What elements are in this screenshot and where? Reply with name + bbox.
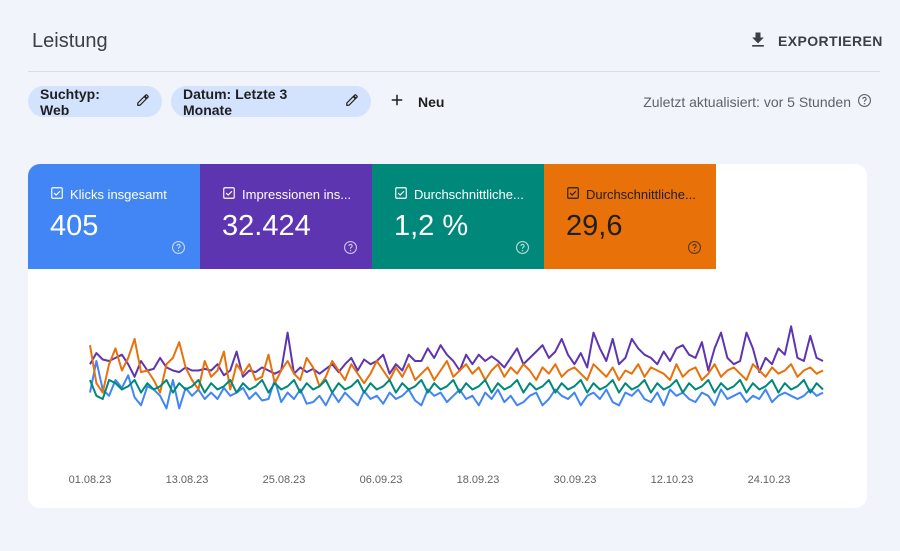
metric-value: 32.424 bbox=[222, 210, 311, 242]
metric-label-row: Durchschnittliche... bbox=[566, 186, 696, 203]
metric-tile-ctr[interactable]: Durchschnittliche... 1,2 % bbox=[372, 164, 544, 269]
x-tick-label: 24.10.23 bbox=[748, 474, 791, 486]
checkbox-checked-icon[interactable] bbox=[50, 186, 64, 203]
metric-label-row: Impressionen ins... bbox=[222, 186, 351, 203]
checkbox-checked-icon[interactable] bbox=[222, 186, 236, 203]
page-header: Leistung EXPORTIEREN bbox=[0, 0, 900, 72]
metric-label: Durchschnittliche... bbox=[414, 187, 524, 202]
performance-card: Klicks insgesamt 405 Impressionen ins...… bbox=[28, 164, 867, 508]
x-tick-label: 06.09.23 bbox=[360, 474, 403, 486]
x-tick-label: 13.08.23 bbox=[166, 474, 209, 486]
header-divider bbox=[28, 71, 880, 72]
filter-chip-label: Datum: Letzte 3 Monate bbox=[183, 85, 288, 118]
metric-value: 29,6 bbox=[566, 210, 623, 242]
last-updated: Zuletzt aktualisiert: vor 5 Stunden bbox=[643, 86, 872, 117]
x-tick-label: 18.09.23 bbox=[457, 474, 500, 486]
help-circle-icon[interactable] bbox=[857, 93, 872, 111]
help-circle-icon[interactable] bbox=[343, 240, 358, 255]
series-line-3 bbox=[89, 379, 824, 400]
line-chart: 01.08.23 13.08.23 25.08.23 06.09.23 18.09.23… bbox=[69, 325, 824, 486]
export-button[interactable]: EXPORTIEREN bbox=[748, 28, 883, 54]
performance-chart: 01.08.23 13.08.23 25.08.23 06.09.23 18.09.23… bbox=[28, 269, 867, 508]
metric-value: 1,2 % bbox=[394, 210, 469, 242]
help-circle-icon[interactable] bbox=[515, 240, 530, 255]
metric-label-row: Klicks insgesamt bbox=[50, 186, 167, 203]
checkbox-checked-icon[interactable] bbox=[566, 186, 580, 203]
metric-label: Klicks insgesamt bbox=[70, 187, 167, 202]
filter-bar: Suchtyp: Web Datum: Letzte 3 Monate Neu … bbox=[28, 86, 880, 118]
metric-tile-clicks[interactable]: Klicks insgesamt 405 bbox=[28, 164, 200, 269]
filter-chip-search-type[interactable]: Suchtyp: Web bbox=[28, 85, 162, 118]
export-label: EXPORTIEREN bbox=[778, 33, 883, 49]
x-tick-label: 12.10.23 bbox=[651, 474, 694, 486]
filter-chip-label: Suchtyp: Web bbox=[40, 85, 100, 118]
metric-label: Durchschnittliche... bbox=[586, 187, 696, 202]
add-filter-button[interactable]: Neu bbox=[388, 86, 444, 117]
download-icon bbox=[748, 30, 768, 53]
metric-value: 405 bbox=[50, 210, 99, 242]
series-line-0 bbox=[89, 325, 824, 378]
help-circle-icon[interactable] bbox=[171, 240, 186, 255]
filter-chip-date[interactable]: Datum: Letzte 3 Monate bbox=[171, 85, 371, 118]
x-tick-label: 01.08.23 bbox=[69, 474, 112, 486]
page-title: Leistung bbox=[32, 30, 108, 52]
edit-pencil-icon[interactable] bbox=[345, 93, 359, 110]
metric-tile-position[interactable]: Durchschnittliche... 29,6 bbox=[544, 164, 716, 269]
x-tick-label: 25.08.23 bbox=[263, 474, 306, 486]
metric-label: Impressionen ins... bbox=[242, 187, 352, 202]
series-line-2 bbox=[89, 337, 824, 394]
metric-tile-impressions[interactable]: Impressionen ins... 32.424 bbox=[200, 164, 372, 269]
checkbox-checked-icon[interactable] bbox=[394, 186, 408, 203]
series-line-1 bbox=[89, 360, 824, 410]
x-tick-label: 30.09.23 bbox=[554, 474, 597, 486]
help-circle-icon[interactable] bbox=[687, 240, 702, 255]
edit-pencil-icon[interactable] bbox=[136, 93, 150, 110]
metric-label-row: Durchschnittliche... bbox=[394, 186, 524, 203]
add-filter-label: Neu bbox=[418, 93, 445, 110]
plus-icon bbox=[388, 91, 406, 112]
last-updated-text: Zuletzt aktualisiert: vor 5 Stunden bbox=[643, 93, 851, 110]
